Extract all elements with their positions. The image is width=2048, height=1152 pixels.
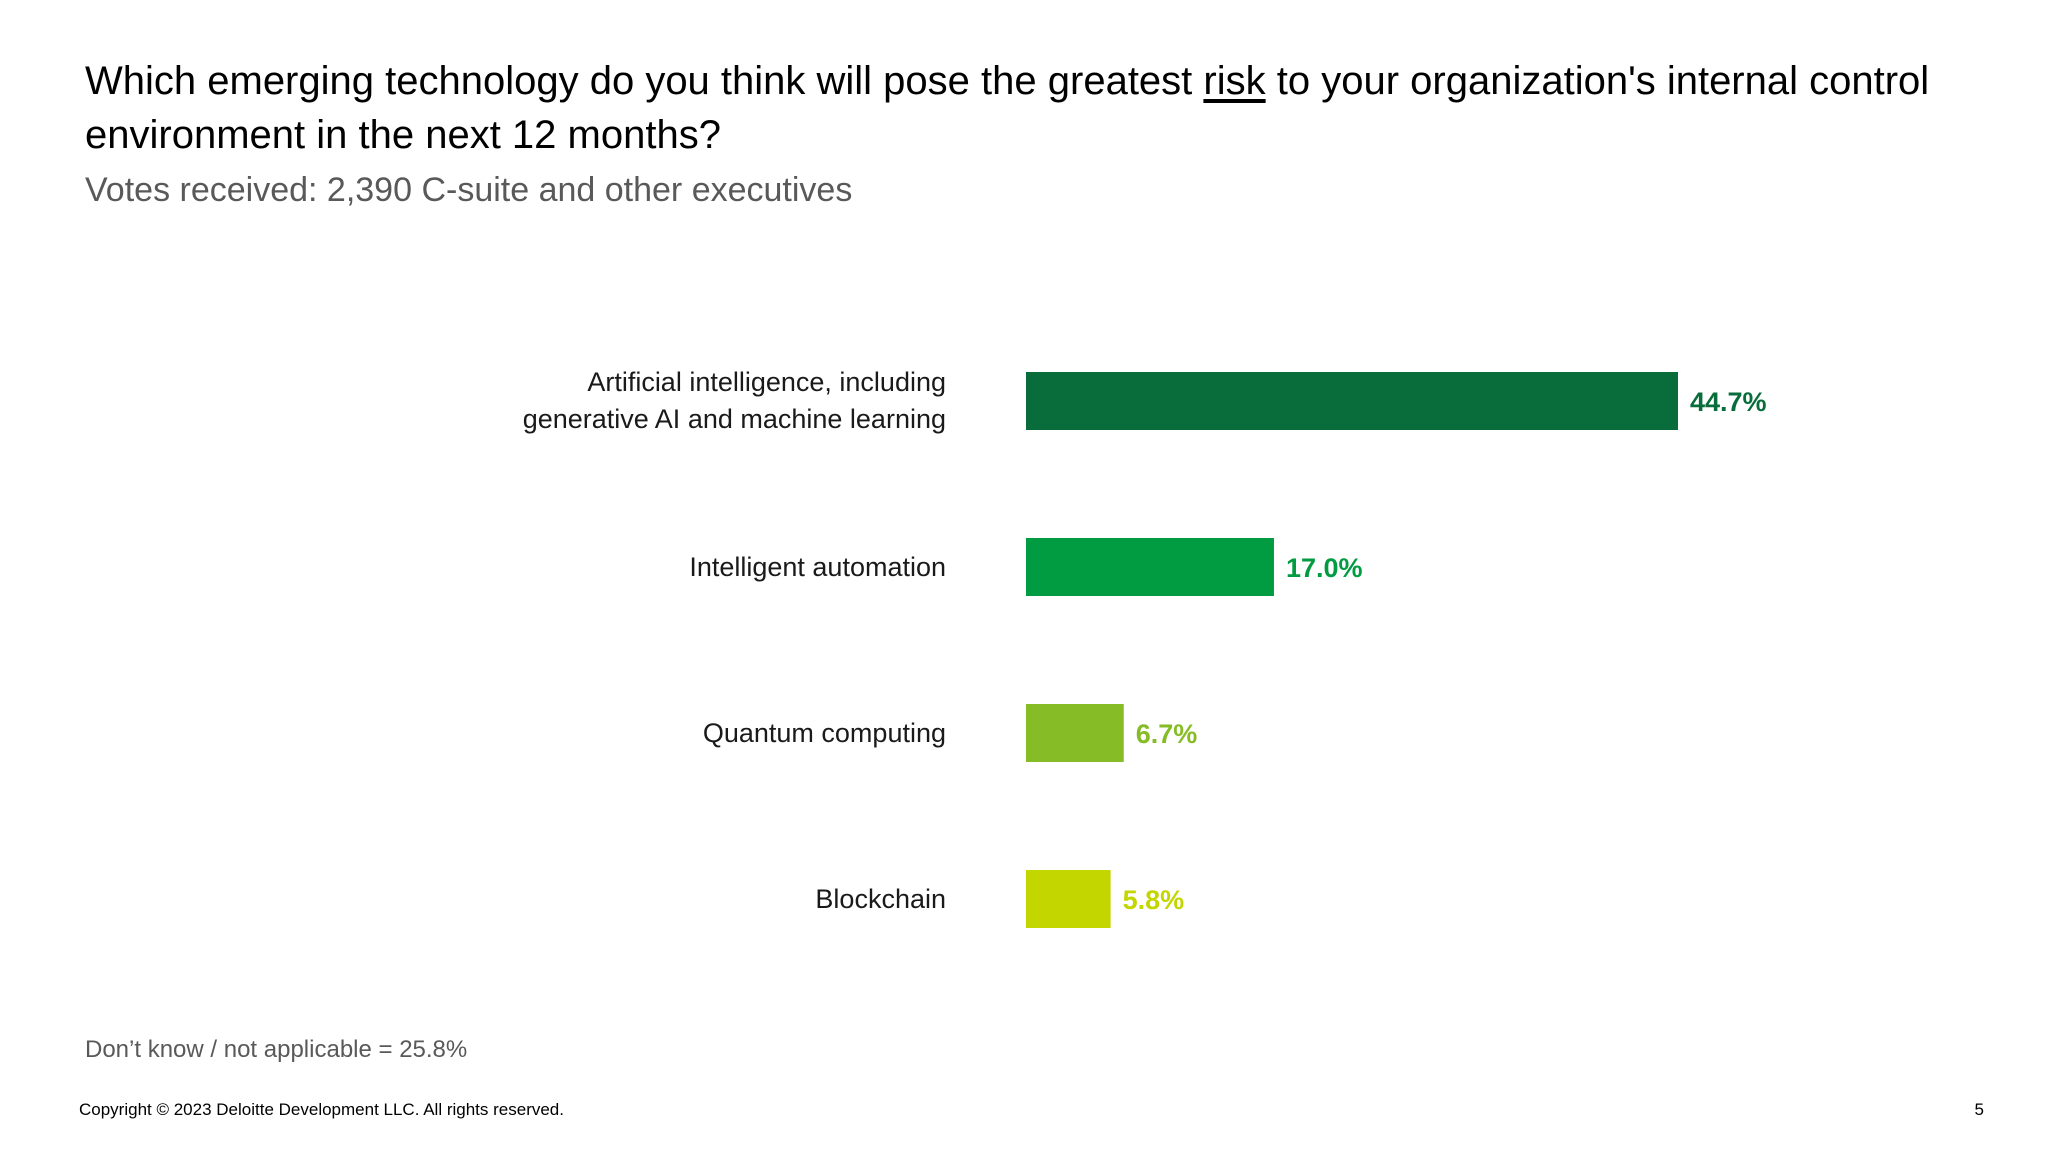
category-label-2: Quantum computing [346,715,946,752]
value-label-3: 5.8% [1123,885,1185,915]
bar-0 [1026,372,1678,430]
bar-2 [1026,704,1124,762]
category-label-1: Intelligent automation [346,549,946,586]
title-text-after: to your organization's internal control … [85,59,1930,157]
page-number: 5 [1974,1100,1984,1119]
copyright-notice: Copyright © 2023 Deloitte Development LL… [79,1100,564,1119]
category-label-line: Quantum computing [702,717,946,748]
bar-3 [1026,870,1111,928]
votes-received-subtitle: Votes received: 2,390 C-suite and other … [85,171,853,209]
category-label-line: Intelligent automation [689,551,946,582]
value-label-1: 17.0% [1286,553,1363,583]
category-label-line: Blockchain [815,883,946,914]
value-label-0: 44.7% [1690,387,1767,417]
footnote-dont-know: Don’t know / not applicable = 25.8% [85,1036,468,1063]
value-label-2: 6.7% [1136,719,1198,749]
category-label-3: Blockchain [346,881,946,918]
bar-1 [1026,538,1274,596]
title-emphasis-risk: risk [1203,59,1266,103]
title-text-before: Which emerging technology do you think w… [85,59,1204,103]
category-label-0: Artificial intelligence, including genera… [346,364,946,438]
category-label-line: Artificial intelligence, including [587,367,946,397]
category-label-line: generative AI and machine learning [522,404,946,434]
question-title: Which emerging technology do you think w… [85,54,1965,162]
